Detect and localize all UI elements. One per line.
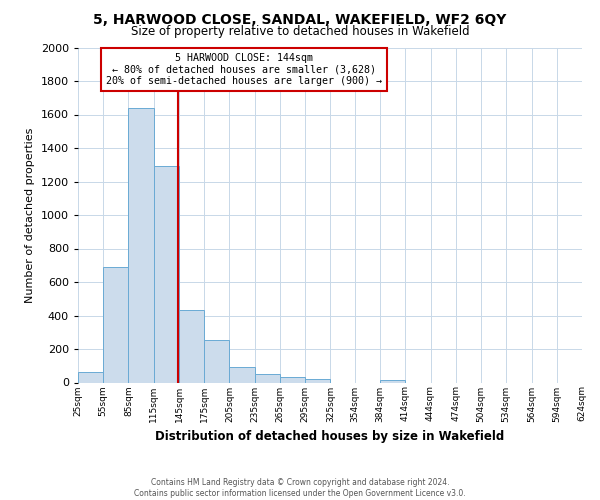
X-axis label: Distribution of detached houses by size in Wakefield: Distribution of detached houses by size … — [155, 430, 505, 443]
Bar — [103, 267, 128, 382]
Text: 5 HARWOOD CLOSE: 144sqm
← 80% of detached houses are smaller (3,628)
20% of semi: 5 HARWOOD CLOSE: 144sqm ← 80% of detache… — [106, 52, 382, 86]
Bar — [179, 310, 204, 382]
Bar — [78, 372, 103, 382]
Text: 5, HARWOOD CLOSE, SANDAL, WAKEFIELD, WF2 6QY: 5, HARWOOD CLOSE, SANDAL, WAKEFIELD, WF2… — [94, 12, 506, 26]
Text: Size of property relative to detached houses in Wakefield: Size of property relative to detached ho… — [131, 25, 469, 38]
Bar — [254, 374, 280, 382]
Bar — [229, 368, 254, 382]
Y-axis label: Number of detached properties: Number of detached properties — [25, 128, 35, 302]
Bar — [128, 108, 154, 382]
Bar — [154, 166, 179, 382]
Bar — [280, 378, 305, 382]
Text: Contains HM Land Registry data © Crown copyright and database right 2024.
Contai: Contains HM Land Registry data © Crown c… — [134, 478, 466, 498]
Bar — [204, 340, 229, 382]
Bar — [305, 379, 331, 382]
Bar — [380, 380, 406, 382]
